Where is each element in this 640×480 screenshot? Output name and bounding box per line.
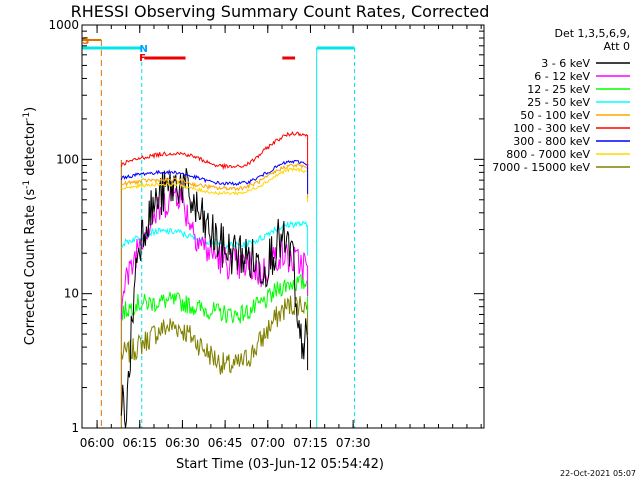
- series-line-4: [120, 163, 309, 198]
- plot-frame: [81, 24, 485, 429]
- y-axis-label: Corrected Count Rate (s-1 detector-1): [22, 107, 38, 345]
- legend-label-4: 50 - 100 keV: [520, 109, 590, 122]
- series-line-0: [120, 168, 309, 429]
- x-tick-label-5: 07:15: [293, 436, 328, 450]
- legend-label-5: 100 - 300 keV: [513, 122, 590, 135]
- observation-markers: N S F: [81, 36, 356, 428]
- flare-label: F: [139, 53, 146, 64]
- x-tick-label-6: 07:30: [336, 436, 371, 450]
- series-line-8: [120, 295, 309, 375]
- y-tick-label-1: 10: [64, 287, 79, 301]
- legend-label-0: 3 - 6 keV: [541, 57, 590, 70]
- legend-label-6: 300 - 800 keV: [513, 135, 590, 148]
- legend-label-1: 6 - 12 keV: [534, 70, 590, 83]
- series-line-2: [120, 273, 309, 324]
- series-line-5: [120, 130, 309, 171]
- x-axis: 06:00 06:15 06:30 06:45 07:00 07:15 07:30: [80, 25, 482, 450]
- y-tick-label-2: 100: [56, 152, 79, 166]
- saa-label: S: [82, 36, 89, 47]
- legend-label-8: 7000 - 15000 keV: [492, 161, 590, 174]
- legend-label-7: 800 - 7000 keV: [506, 148, 590, 161]
- chart-title: RHESSI Observing Summary Count Rates, Co…: [71, 2, 490, 21]
- legend-header-attenuator: Att 0: [604, 40, 630, 53]
- y-tick-label-0: 1: [71, 421, 79, 435]
- x-tick-label-1: 06:15: [122, 436, 157, 450]
- x-tick-label-4: 07:00: [250, 436, 285, 450]
- legend-label-3: 25 - 50 keV: [527, 96, 590, 109]
- x-tick-label-3: 06:45: [208, 436, 243, 450]
- y-axis: 1 10 100 1000: [48, 18, 484, 435]
- legend-header-detectors: Det 1,3,5,6,9,: [554, 27, 630, 40]
- legend-label-2: 12 - 25 keV: [527, 83, 590, 96]
- night-label: N: [140, 44, 148, 55]
- series-line-7: [121, 166, 309, 203]
- x-axis-label: Start Time (03-Jun-12 05:54:42): [176, 457, 384, 472]
- x-tick-label-0: 06:00: [80, 436, 115, 450]
- x-tick-label-2: 06:30: [165, 436, 200, 450]
- series-line-6: [120, 159, 309, 194]
- series-group: [120, 130, 309, 429]
- y-tick-label-3: 1000: [48, 18, 79, 32]
- footer-timestamp: 22-Oct-2021 05:07: [560, 469, 636, 478]
